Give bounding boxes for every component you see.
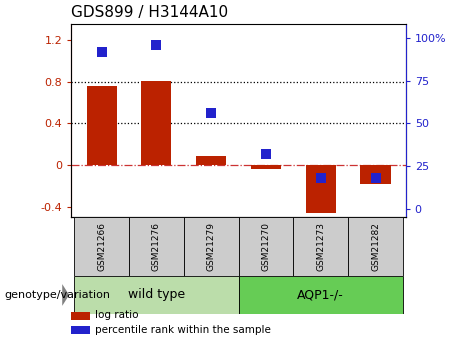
Bar bbox=[74, 276, 239, 314]
Point bbox=[207, 110, 215, 116]
Bar bbox=[71, 311, 90, 319]
Text: genotype/variation: genotype/variation bbox=[5, 290, 111, 300]
Bar bbox=[87, 86, 117, 165]
Text: GDS899 / H3144A10: GDS899 / H3144A10 bbox=[71, 5, 229, 20]
Text: GSM21276: GSM21276 bbox=[152, 222, 161, 271]
Bar bbox=[361, 165, 390, 184]
Bar bbox=[293, 217, 348, 276]
Bar bbox=[251, 165, 281, 169]
Bar bbox=[348, 217, 403, 276]
Point bbox=[98, 49, 105, 54]
Text: GSM21266: GSM21266 bbox=[97, 222, 106, 271]
Point bbox=[262, 151, 270, 157]
Text: GSM21282: GSM21282 bbox=[371, 222, 380, 271]
Text: GSM21270: GSM21270 bbox=[261, 222, 271, 271]
Bar bbox=[184, 217, 239, 276]
Bar bbox=[74, 217, 129, 276]
Point bbox=[153, 42, 160, 47]
Bar bbox=[239, 217, 293, 276]
Text: wild type: wild type bbox=[128, 288, 185, 302]
Bar bbox=[239, 276, 403, 314]
Point bbox=[317, 175, 325, 181]
Text: percentile rank within the sample: percentile rank within the sample bbox=[95, 325, 271, 335]
Point bbox=[372, 175, 379, 181]
Text: AQP1-/-: AQP1-/- bbox=[297, 288, 344, 302]
Bar bbox=[71, 326, 90, 334]
Bar bbox=[129, 217, 184, 276]
Bar bbox=[142, 80, 171, 165]
Polygon shape bbox=[62, 284, 69, 306]
Bar bbox=[196, 156, 226, 165]
Text: GSM21273: GSM21273 bbox=[316, 222, 325, 271]
Bar bbox=[306, 165, 336, 213]
Text: GSM21279: GSM21279 bbox=[207, 222, 216, 271]
Text: log ratio: log ratio bbox=[95, 310, 138, 321]
